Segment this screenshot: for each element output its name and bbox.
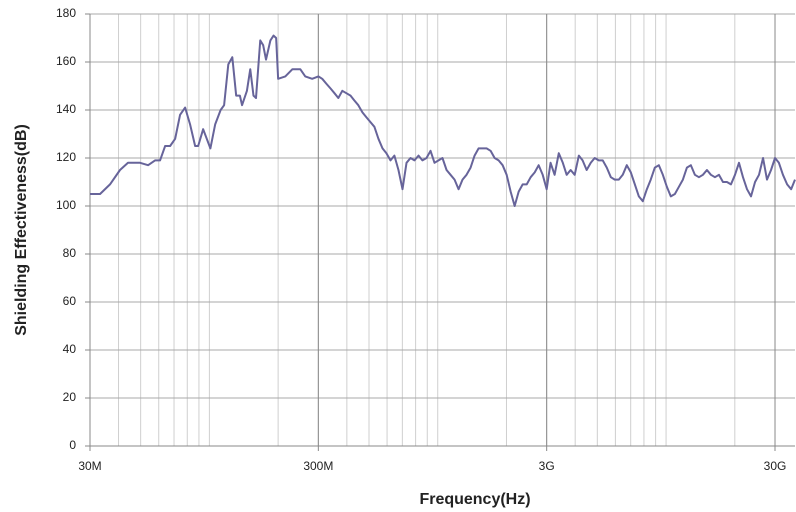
y-tick-label: 140 [56,102,76,116]
y-tick-label: 120 [56,150,76,164]
y-tick-label: 160 [56,54,76,68]
x-tick-label: 30M [78,459,101,473]
x-tick-label: 3G [539,459,555,473]
y-tick-label: 0 [69,438,76,452]
data-line [90,34,796,207]
y-tick-label: 40 [63,342,77,356]
y-tick-label: 80 [63,246,77,260]
y-axis-title: Shielding Effectiveness(dB) [13,124,30,336]
y-tick-label: 100 [56,198,76,212]
x-tick-label: 300M [303,459,333,473]
y-tick-label: 180 [56,6,76,20]
y-tick-label: 20 [63,390,77,404]
x-axis-title: Frequency(Hz) [419,491,530,508]
y-tick-label: 60 [63,294,77,308]
x-tick-label: 30G [764,459,787,473]
